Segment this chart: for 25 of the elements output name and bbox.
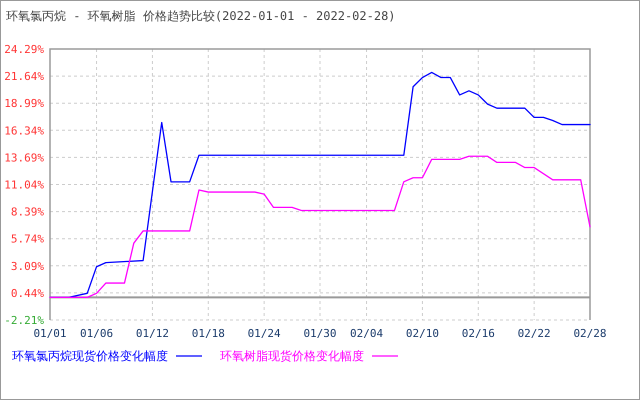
- x-tick-label: 02/10: [406, 327, 439, 340]
- x-tick-label: 02/04: [350, 327, 384, 340]
- x-tick-label: 01/12: [136, 327, 169, 340]
- y-tick-label: -2.21%: [4, 314, 44, 327]
- x-tick-label: 02/16: [462, 327, 495, 340]
- y-tick-label: 18.99%: [4, 97, 44, 110]
- y-tick-label: 5.74%: [10, 232, 44, 246]
- y-tick-label: 13.69%: [4, 151, 44, 164]
- chart-title: 环氧氯丙烷 - 环氧树脂 价格趋势比较(2022-01-01 - 2022-02-28): [6, 9, 396, 23]
- y-tick-label: 3.09%: [10, 260, 44, 273]
- x-tick-label: 02/28: [573, 327, 607, 340]
- y-tick-label: 21.64%: [4, 70, 44, 84]
- x-tick-label: 02/22: [518, 327, 551, 340]
- y-tick-label: 0.44%: [10, 286, 44, 300]
- x-tick-label: 01/06: [80, 327, 114, 340]
- y-tick-label: 11.04%: [4, 178, 44, 192]
- y-tick-label: 8.39%: [10, 206, 44, 219]
- x-tick-label: 01/24: [248, 327, 282, 340]
- x-tick-label: 01/01: [33, 327, 67, 340]
- legend-label: 环氧氯丙烷现货价格变化幅度: [12, 349, 168, 363]
- y-tick-label: 24.29%: [4, 43, 44, 56]
- x-tick-label: 01/18: [192, 327, 225, 340]
- legend-label: 环氧树脂现货价格变化幅度: [220, 349, 364, 363]
- x-tick-label: 01/30: [303, 327, 337, 340]
- y-tick-label: 16.34%: [4, 124, 44, 138]
